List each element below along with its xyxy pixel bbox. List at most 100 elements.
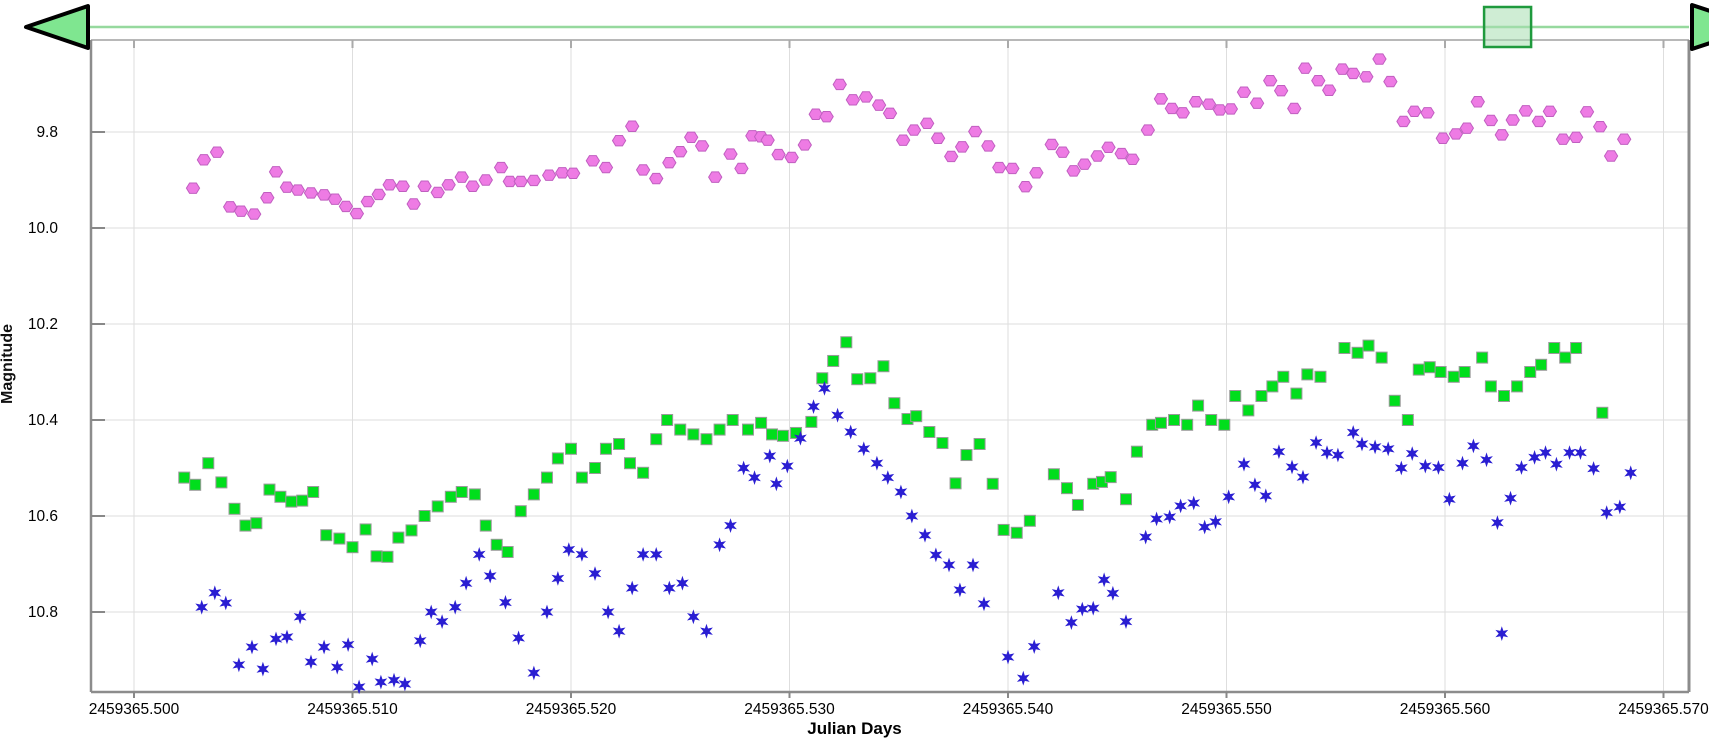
scroll-left-arrow[interactable]: [24, 4, 90, 50]
violet-hexagon-point: [1263, 74, 1278, 87]
violet-hexagon-point: [1018, 181, 1033, 193]
x-tick-label: 2459365.530: [744, 701, 835, 718]
violet-hexagon-point: [513, 175, 528, 188]
violet-hexagon-point: [1372, 53, 1387, 65]
violet-hexagon-point: [1322, 84, 1337, 96]
green-square-point: [613, 438, 626, 450]
green-square-point: [370, 550, 383, 563]
green-square-point: [1266, 380, 1279, 393]
green-square-point: [307, 486, 320, 498]
scrollbar-thumb[interactable]: [1482, 5, 1533, 49]
violet-hexagon-point: [797, 139, 812, 151]
violet-hexagon-point: [1505, 114, 1520, 126]
green-square-point: [1119, 493, 1132, 506]
x-tick-label: 2459365.550: [1181, 701, 1272, 718]
blue-star-point: [1456, 455, 1469, 471]
blue-star-point: [575, 547, 589, 562]
blue-star-point: [365, 651, 379, 667]
green-square-point: [661, 414, 674, 426]
blue-star-point: [1563, 445, 1576, 460]
blue-star-point: [612, 623, 626, 639]
violet-hexagon-point: [981, 140, 996, 152]
blue-star-point: [929, 547, 943, 563]
violet-hexagon-point: [1066, 165, 1081, 177]
blue-star-point: [844, 424, 858, 440]
blue-star-point: [807, 399, 820, 414]
blue-star-point: [1027, 639, 1041, 654]
violet-hexagon-point: [1396, 115, 1411, 128]
violet-hexagon-point: [734, 162, 749, 175]
green-square-point: [1548, 342, 1561, 354]
blue-star-point: [1086, 600, 1100, 616]
blue-star-point: [387, 672, 401, 688]
green-square-point: [1423, 361, 1436, 374]
blue-star-point: [1065, 615, 1078, 630]
violet-hexagon-point: [611, 134, 627, 147]
green-square-point: [540, 471, 553, 484]
blue-star-point: [1163, 509, 1177, 525]
blue-star-point: [1528, 450, 1541, 465]
violet-hexagon-point: [649, 172, 664, 185]
violet-hexagon-point: [1420, 107, 1435, 119]
green-square-point: [228, 502, 241, 515]
violet-hexagon-point: [478, 174, 493, 186]
blue-star-point: [1418, 458, 1432, 474]
violet-hexagon-point: [919, 117, 935, 130]
green-square-point: [1484, 380, 1497, 393]
violet-hexagon-point: [968, 125, 983, 138]
green-square-point: [392, 531, 405, 544]
violet-hexagon-point: [1077, 158, 1092, 170]
green-square-point: [1229, 390, 1242, 402]
violet-hexagon-point: [1346, 67, 1361, 80]
violet-hexagon-point: [635, 164, 651, 176]
green-square-point: [263, 483, 276, 496]
blue-star-point: [293, 609, 307, 625]
scroll-right-arrow[interactable]: [1690, 3, 1709, 51]
violet-hexagon-point: [360, 195, 375, 208]
blue-star-point: [1600, 505, 1614, 520]
x-axis-title: Julian Days: [807, 719, 902, 738]
green-square-point: [274, 490, 287, 503]
blue-star-point: [1495, 626, 1509, 641]
violet-hexagon-point: [845, 94, 861, 106]
green-square-point: [1047, 468, 1060, 481]
violet-hexagon-point: [708, 171, 723, 183]
green-square-point: [816, 372, 829, 385]
violet-hexagon-point: [784, 151, 799, 164]
violet-hexagon-point: [954, 141, 970, 153]
violet-hexagon-point: [1287, 102, 1302, 115]
violet-hexagon-point: [1188, 96, 1204, 108]
blue-star-point: [1248, 477, 1262, 493]
green-square-point: [565, 442, 577, 455]
green-square-point: [418, 510, 431, 522]
blue-star-point: [1574, 445, 1587, 460]
blue-star-point: [1480, 452, 1493, 468]
green-square-point: [551, 452, 564, 465]
green-square-point: [346, 541, 359, 554]
blue-star-point: [435, 614, 449, 629]
blue-star-point: [737, 460, 750, 476]
green-square-point: [1535, 358, 1548, 371]
blue-star-point: [1624, 465, 1638, 481]
green-square-point: [1511, 380, 1524, 393]
blue-star-point: [499, 595, 512, 610]
green-square-point: [1181, 418, 1194, 431]
green-square-point: [1338, 342, 1351, 354]
violet-hexagon-point: [382, 179, 397, 191]
violet-hexagon-point: [760, 134, 775, 146]
green-square-point: [239, 519, 252, 532]
violet-hexagon-point: [906, 124, 922, 136]
violet-hexagon-point: [417, 180, 432, 192]
blue-star-point: [1491, 515, 1504, 531]
x-tick-label: 2459365.570: [1618, 701, 1709, 718]
violet-hexagon-point: [465, 180, 480, 192]
blue-star-point: [1119, 614, 1133, 629]
violet-hexagon-point: [1435, 132, 1451, 144]
violet-hexagon-point: [1568, 131, 1584, 143]
green-square-point: [805, 415, 818, 428]
green-square-point: [479, 519, 492, 532]
green-square-point: [1559, 351, 1572, 364]
green-square-point: [527, 488, 540, 501]
